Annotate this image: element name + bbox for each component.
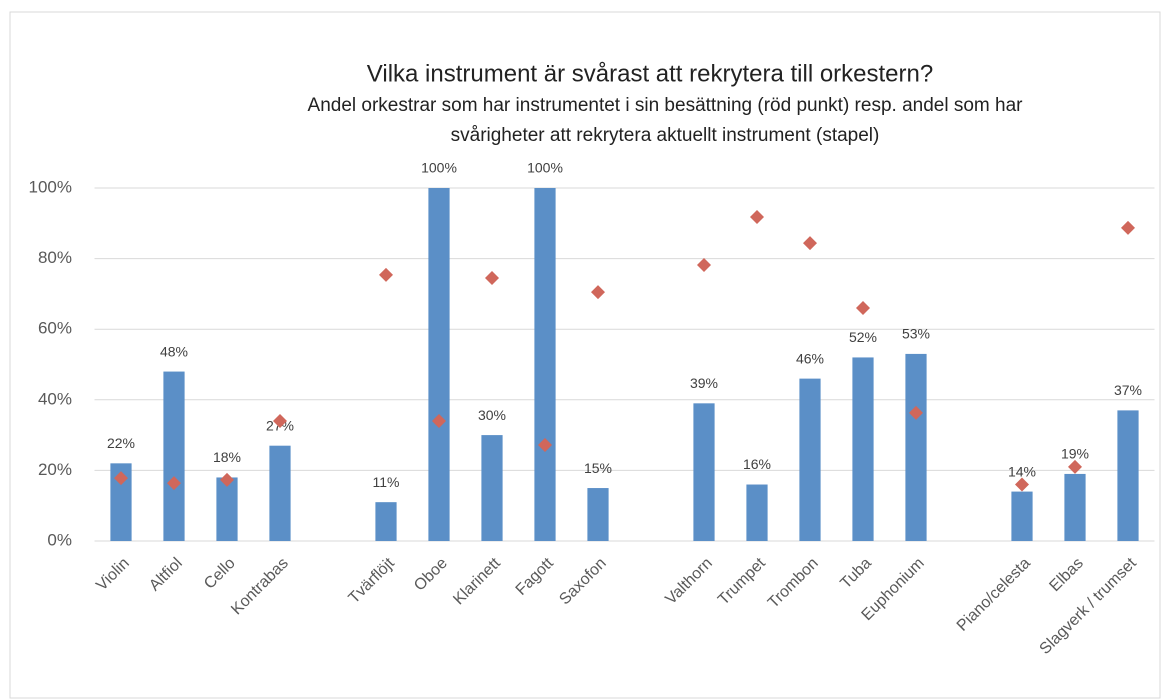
marker	[750, 209, 764, 224]
chart-subtitle: svårigheter att rekrytera aktuellt instr…	[451, 125, 880, 146]
x-tick-label: Tuba	[837, 555, 874, 592]
data-label: 22%	[107, 435, 135, 451]
data-label: 39%	[690, 375, 718, 391]
bar	[1064, 473, 1086, 541]
bar	[746, 484, 768, 541]
data-label: 52%	[849, 329, 877, 345]
marker	[803, 236, 817, 251]
marker	[379, 267, 393, 282]
x-tick-label: Altfiol	[146, 555, 186, 595]
marker	[591, 285, 605, 300]
marker	[273, 413, 287, 428]
chart-border	[9, 11, 1161, 699]
bar	[693, 403, 715, 541]
marker	[114, 471, 128, 486]
x-tick-label: Fagott	[513, 554, 557, 598]
marker	[1068, 459, 1082, 474]
x-tick-label: Elbas	[1046, 555, 1086, 595]
marker	[538, 437, 552, 452]
marker	[856, 301, 870, 316]
bar	[481, 435, 503, 541]
bar	[587, 488, 609, 541]
marker	[909, 405, 923, 420]
x-tick-label: Cello	[201, 555, 239, 593]
bar	[375, 502, 397, 541]
marker	[697, 257, 711, 272]
data-label: 53%	[902, 326, 930, 342]
x-tick-label: Violin	[93, 555, 132, 594]
data-label: 37%	[1114, 382, 1142, 398]
bar	[905, 353, 927, 541]
x-tick-label: Valthorn	[662, 555, 715, 608]
marker	[220, 472, 234, 487]
y-tick-label: 40%	[38, 389, 72, 408]
data-label: 16%	[743, 456, 771, 472]
data-label: 18%	[213, 449, 241, 465]
data-label: 46%	[796, 350, 824, 366]
y-tick-label: 20%	[38, 460, 72, 479]
bar	[110, 463, 132, 541]
x-tick-label: Kontrabas	[228, 555, 292, 619]
marker	[1015, 477, 1029, 492]
bar	[534, 188, 556, 541]
x-tick-label: Slagverk / trumset	[1037, 554, 1141, 658]
data-label: 100%	[527, 160, 563, 176]
bar	[799, 378, 821, 541]
marker	[485, 271, 499, 286]
data-label: 100%	[421, 160, 457, 176]
bar	[163, 371, 185, 541]
x-tick-label: Saxofon	[556, 555, 610, 609]
marker	[432, 413, 446, 428]
chart-title: Vilka instrument är svårast att rekryter…	[367, 60, 933, 87]
y-tick-label: 80%	[38, 248, 72, 267]
x-tick-label: Oboe	[411, 555, 451, 595]
x-tick-label: Trumpet	[715, 554, 769, 608]
bar	[852, 357, 874, 541]
y-tick-label: 100%	[29, 177, 72, 196]
data-label: 15%	[584, 460, 612, 476]
chart-subtitle: Andel orkestrar som har instrumentet i s…	[308, 95, 1024, 116]
data-label: 19%	[1061, 446, 1089, 462]
y-tick-label: 0%	[47, 530, 72, 549]
bar	[1011, 491, 1033, 541]
bar	[269, 445, 291, 541]
marker	[1121, 220, 1135, 235]
bar	[1117, 410, 1139, 541]
bar	[428, 188, 450, 541]
data-label: 11%	[373, 474, 400, 490]
data-label: 14%	[1008, 463, 1036, 479]
marker	[167, 476, 181, 491]
x-tick-label: Trombon	[765, 555, 822, 612]
y-tick-label: 60%	[38, 319, 72, 338]
x-tick-label: Piano/celesta	[954, 555, 1034, 635]
bar	[216, 477, 238, 541]
x-tick-label: Tvärflöjt	[346, 554, 399, 607]
data-label: 30%	[478, 407, 506, 423]
x-tick-label: Klarinett	[450, 554, 504, 608]
data-label: 48%	[160, 343, 188, 359]
